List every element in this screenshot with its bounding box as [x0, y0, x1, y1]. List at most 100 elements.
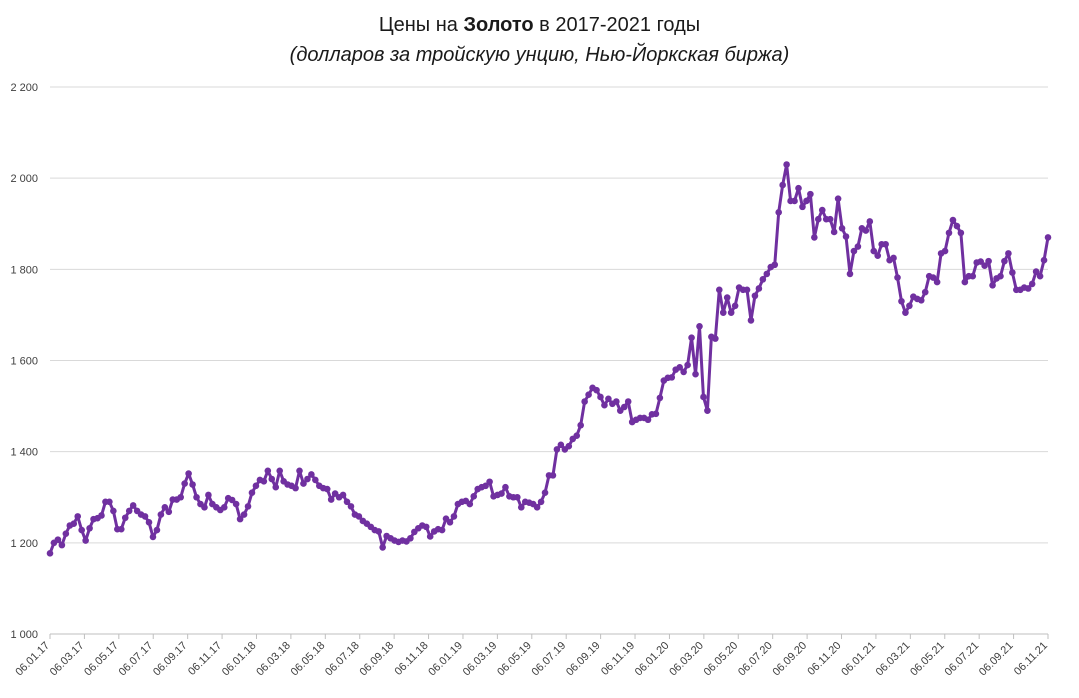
data-point — [870, 247, 878, 255]
chart-title-block: Цены на Золото в 2017-2021 годы (долларо… — [0, 10, 1079, 70]
data-point — [157, 511, 165, 518]
data-point — [882, 240, 889, 248]
data-point — [830, 228, 838, 236]
data-point — [276, 467, 284, 475]
data-point — [375, 528, 383, 535]
data-point — [1001, 257, 1008, 265]
data-point — [593, 386, 600, 394]
data-point — [145, 519, 153, 526]
data-point — [704, 407, 711, 414]
data-point — [906, 302, 913, 310]
data-point — [533, 503, 541, 511]
x-tick-label: 06.05.19 — [495, 640, 534, 679]
data-point — [426, 533, 434, 540]
data-point — [347, 503, 355, 510]
data-point — [696, 323, 703, 330]
data-point — [153, 526, 161, 534]
data-point — [232, 500, 240, 508]
data-point — [842, 233, 850, 240]
data-point — [985, 257, 992, 265]
x-tick-label: 06.05.17 — [82, 640, 121, 679]
data-point — [894, 274, 901, 281]
data-point — [862, 227, 870, 234]
data-point — [355, 513, 363, 520]
data-point — [779, 181, 786, 189]
data-point — [620, 403, 628, 411]
data-point — [989, 281, 996, 289]
x-tick-label: 06.07.17 — [117, 640, 156, 679]
data-point — [791, 197, 798, 205]
data-point — [1032, 268, 1040, 275]
data-point — [601, 401, 608, 409]
data-point — [929, 274, 937, 281]
data-point — [549, 472, 557, 479]
data-point — [62, 530, 70, 538]
x-tick-label: 06.01.19 — [426, 640, 465, 679]
x-tick-label: 06.03.17 — [48, 640, 87, 679]
data-point — [46, 550, 54, 557]
x-tick-label: 06.11.20 — [805, 640, 843, 678]
data-point — [466, 500, 474, 508]
data-point — [795, 184, 802, 192]
x-tick-label: 06.01.20 — [633, 640, 672, 679]
data-point — [688, 334, 695, 342]
x-tick-label: 06.01.17 — [13, 640, 52, 679]
x-tick-label: 06.01.18 — [220, 640, 259, 679]
data-point — [969, 272, 977, 280]
data-point — [82, 537, 89, 544]
data-point — [300, 480, 307, 487]
data-point — [1028, 280, 1036, 288]
data-point — [680, 368, 687, 376]
x-tick-label: 06.05.21 — [908, 640, 947, 679]
y-tick-label: 1 400 — [10, 447, 38, 459]
data-point — [807, 190, 814, 198]
data-point — [743, 286, 751, 294]
data-point — [117, 525, 125, 533]
data-point — [106, 498, 113, 506]
y-tick-label: 1 800 — [10, 264, 38, 276]
data-point — [799, 203, 806, 211]
data-point — [422, 523, 430, 531]
x-tick-label: 06.03.18 — [254, 640, 293, 679]
data-point — [573, 432, 581, 440]
x-tick-label: 06.07.18 — [323, 640, 362, 679]
data-point — [260, 478, 268, 485]
data-point — [747, 317, 755, 324]
data-point — [945, 229, 953, 237]
data-point — [54, 536, 62, 543]
data-point — [407, 534, 414, 542]
data-point — [775, 209, 782, 216]
data-point — [498, 490, 505, 497]
data-point — [78, 526, 85, 534]
data-point — [252, 482, 260, 490]
data-point — [327, 496, 335, 503]
data-point — [700, 393, 707, 401]
data-point — [149, 533, 157, 541]
data-point — [977, 258, 984, 265]
data-point — [866, 218, 874, 225]
data-point — [272, 483, 280, 491]
x-tick-label: 06.09.17 — [151, 640, 190, 679]
data-point — [470, 493, 478, 500]
data-point — [676, 364, 683, 371]
data-point — [446, 519, 454, 526]
x-tick-label: 06.07.19 — [530, 640, 569, 679]
data-point — [850, 247, 858, 255]
data-point — [727, 309, 735, 316]
data-point — [783, 161, 790, 168]
x-tick-label: 06.11.19 — [599, 640, 637, 678]
data-point — [541, 489, 549, 496]
data-point — [815, 215, 822, 223]
x-tick-label: 06.11.21 — [1012, 640, 1050, 678]
data-point — [205, 491, 212, 499]
chart-title: Цены на Золото в 2017-2021 годы — [0, 10, 1079, 40]
data-point — [1036, 272, 1044, 280]
x-tick-label: 06.09.18 — [357, 640, 396, 679]
data-point — [751, 292, 759, 300]
data-point — [668, 374, 676, 381]
data-point — [898, 297, 905, 305]
y-tick-label: 1 600 — [10, 356, 38, 368]
x-tick-label: 06.09.19 — [564, 640, 603, 679]
data-point — [684, 361, 691, 369]
x-tick-label: 06.03.19 — [461, 640, 500, 679]
